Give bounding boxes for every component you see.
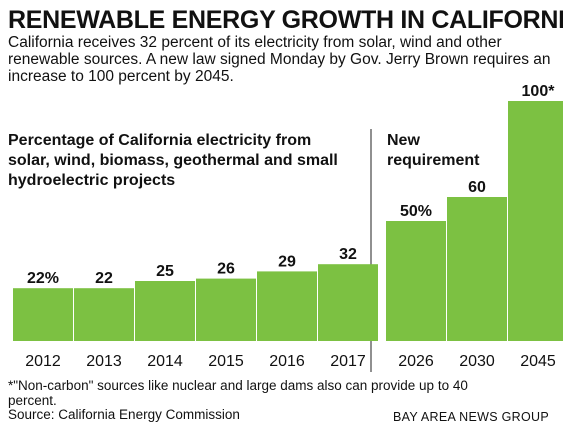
- data-label-2026: 50%: [400, 203, 432, 220]
- data-label-2014: 25: [156, 263, 174, 280]
- bar-2030: [447, 197, 507, 341]
- chart-title: RENEWABLE ENERGY GROWTH IN CALIFORNIA: [8, 6, 563, 34]
- data-label-2017: 32: [339, 246, 357, 263]
- bar-2013: [74, 288, 134, 341]
- x-tick-2013: 2013: [86, 353, 122, 370]
- x-tick-2045: 2045: [520, 353, 556, 370]
- x-tick-2026: 2026: [398, 353, 434, 370]
- bar-2017: [318, 264, 378, 341]
- requirement-panel-subtitle: New requirement: [387, 132, 480, 169]
- x-tick-2012: 2012: [25, 353, 61, 370]
- x-tick-2030: 2030: [459, 353, 495, 370]
- data-label-2045: 100*: [522, 83, 556, 100]
- data-label-2015: 26: [217, 261, 235, 278]
- historical-panel-subtitle: Percentage of California electricity fro…: [8, 132, 338, 189]
- data-label-2030: 60: [468, 179, 486, 196]
- x-tick-2016: 2016: [269, 353, 305, 370]
- bar-2012: [13, 288, 73, 341]
- bar-2045: [508, 101, 563, 341]
- data-label-2013: 22: [95, 270, 113, 287]
- bar-2015: [196, 278, 256, 341]
- data-label-2012: 22%: [27, 270, 59, 287]
- x-tick-2017: 2017: [330, 353, 366, 370]
- source-note: Source: California Energy Commission: [8, 407, 240, 422]
- x-tick-2015: 2015: [208, 353, 244, 370]
- credit-line: BAY AREA NEWS GROUP: [393, 410, 549, 424]
- footnote: *"Non-carbon" sources like nuclear and l…: [8, 378, 468, 408]
- data-label-2016: 29: [278, 253, 296, 270]
- bar-2014: [135, 281, 195, 341]
- bar-2016: [257, 271, 317, 341]
- chart-description: California receives 32 percent of its el…: [8, 34, 551, 85]
- x-tick-2014: 2014: [147, 353, 183, 370]
- bar-2026: [386, 221, 446, 341]
